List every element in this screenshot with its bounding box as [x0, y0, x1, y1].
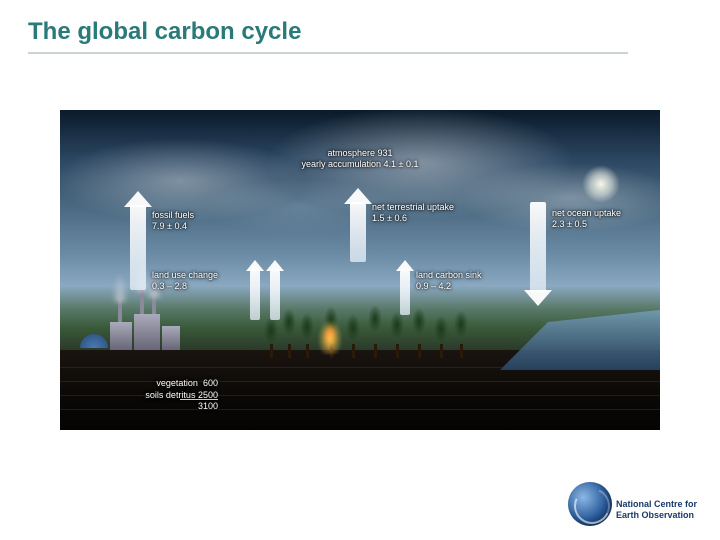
ocean-label: net ocean uptake 2.3 ± 0.5: [552, 208, 621, 231]
factory: [110, 305, 180, 350]
terrestrial-arrow: [350, 202, 366, 262]
reservoir-labels: vegetation 600 soils detritus 2500 3100: [108, 378, 218, 412]
sun-icon: [582, 165, 620, 203]
land-sink-arrow: [400, 270, 410, 315]
atmosphere-reservoir: atmosphere 931: [302, 148, 419, 159]
fire-icon: [310, 304, 350, 354]
atmosphere-label: atmosphere 931 yearly accumulation 4.1 ±…: [302, 148, 419, 171]
atmosphere-accumulation: yearly accumulation 4.1 ± 0.1: [302, 159, 419, 170]
ocean-arrow: [530, 202, 546, 292]
fossil-fuels-label: fossil fuels 7.9 ± 0.4: [152, 210, 194, 233]
land-sink-label: land carbon sink 0.9 – 4.2: [416, 270, 482, 293]
terrestrial-label: net terrestrial uptake 1.5 ± 0.6: [372, 202, 454, 225]
land-use-label: land use change 0.3 – 2.8: [152, 270, 218, 293]
land-use-arrow-2: [270, 270, 280, 320]
footer-org-name: National Centre for Earth Observation: [616, 499, 708, 520]
dome-building: [80, 334, 108, 348]
ocean: [500, 310, 660, 370]
sum-rule: [180, 399, 218, 400]
nceo-logo-icon: [568, 482, 612, 526]
fossil-fuels-arrow: [130, 205, 146, 290]
slide-title: The global carbon cycle: [28, 18, 301, 46]
land-use-arrow-1: [250, 270, 260, 320]
carbon-cycle-diagram: atmosphere 931 yearly accumulation 4.1 ±…: [60, 110, 660, 430]
forest: [260, 298, 480, 358]
title-underline: [28, 52, 628, 54]
